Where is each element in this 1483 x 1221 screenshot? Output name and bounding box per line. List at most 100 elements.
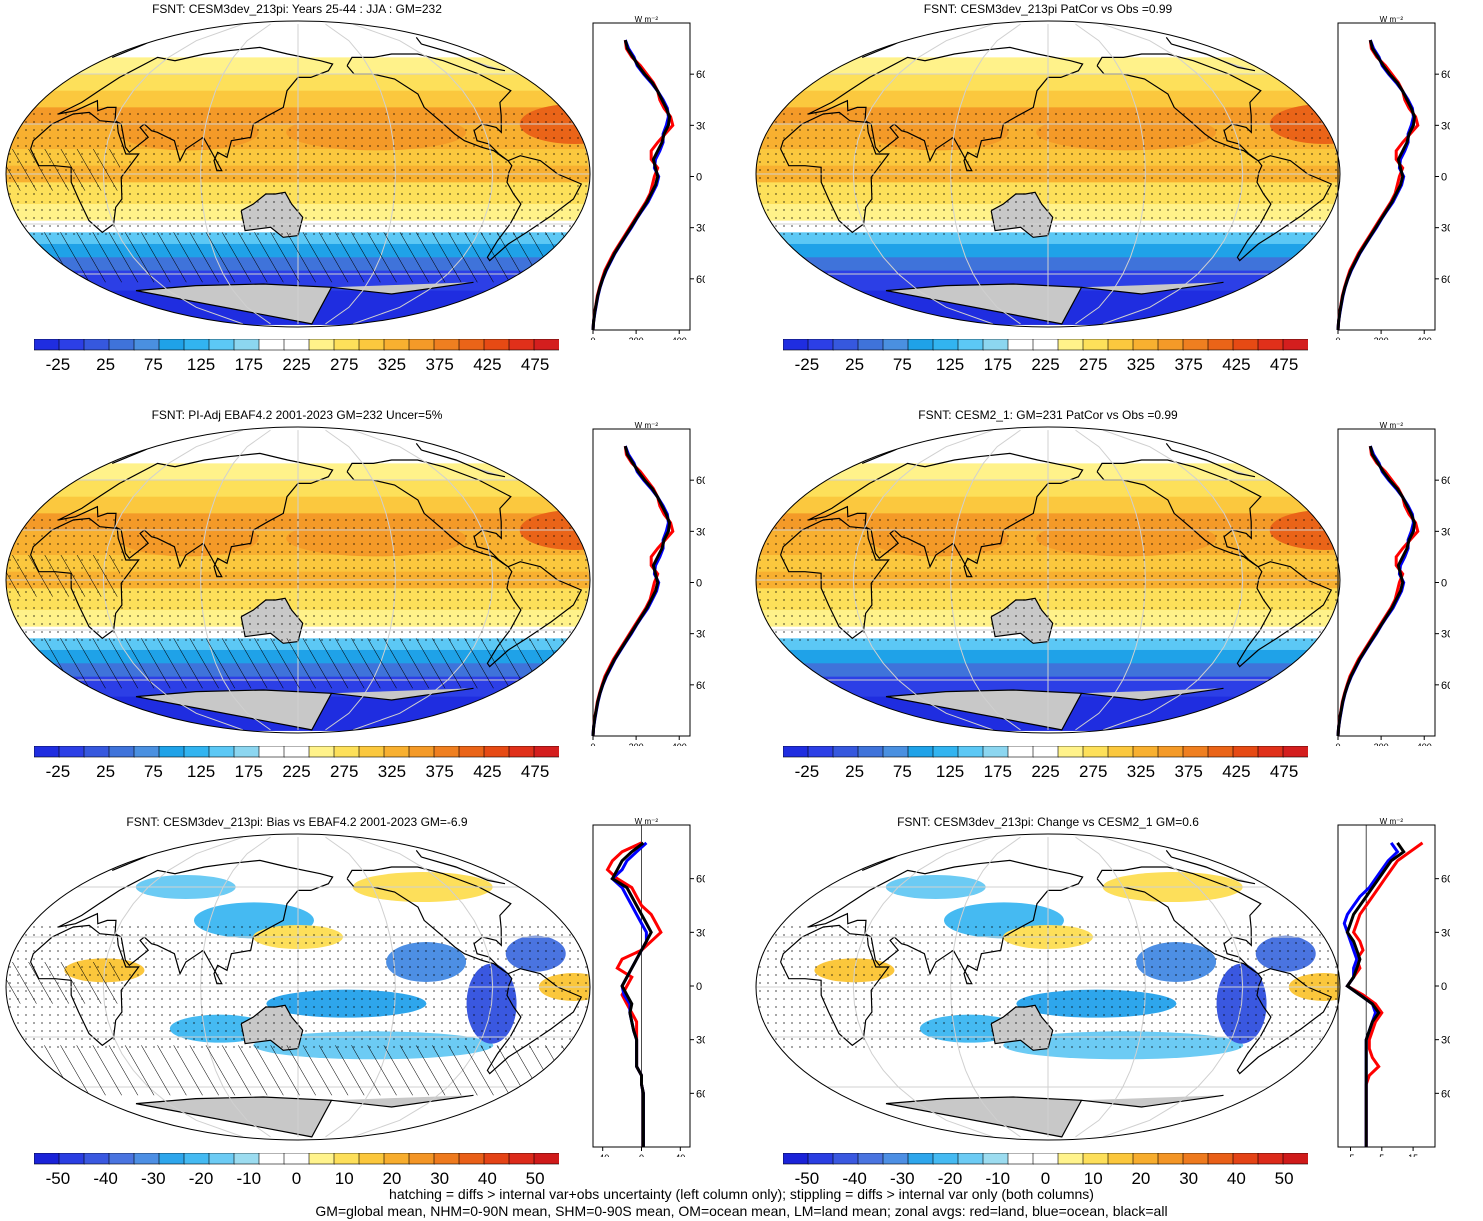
map-border: [755, 20, 1341, 328]
zonal-line-land: [1336, 445, 1420, 737]
colorbar-swatch-6: [183, 1153, 210, 1165]
colorbar-tick-label: 425: [1222, 355, 1251, 374]
panel-bottom-right: FSNT: CESM3dev_213pi: Change vs CESM2_1 …: [745, 812, 1483, 1188]
colorbar-tick-label: 275: [1079, 762, 1108, 781]
colorbar-swatch-3: [108, 1153, 135, 1165]
map-border: [755, 833, 1341, 1141]
map-border: [755, 426, 1341, 734]
colorbar-tick-label: 75: [143, 355, 163, 374]
colorbar-swatch-18: [483, 746, 510, 758]
zonal-ytick-label: 60N: [1441, 874, 1450, 886]
colorbar-tick-label: 175: [234, 762, 263, 781]
map-border: [5, 833, 591, 1141]
colorbar-swatch-18: [483, 339, 510, 351]
colorbar-swatch-17: [458, 339, 485, 351]
colorbar-middle-right: [783, 746, 1308, 758]
zonal-xtick-label: 0: [639, 1153, 644, 1157]
zonal-ytick-label: 30S: [696, 1035, 705, 1047]
colorbar-swatch-19: [508, 746, 535, 758]
colorbar-tick-label: 50: [1274, 1169, 1294, 1188]
zonal-line-all: [591, 445, 672, 737]
colorbar-middle-left: [34, 746, 559, 758]
colorbar-tick-label: 425: [473, 762, 502, 781]
colorbar-tick-label: 475: [520, 762, 550, 781]
colorbar-swatch-19: [1257, 1153, 1284, 1165]
colorbar-swatch-10: [283, 746, 310, 758]
zonal-ytick-label: 60S: [696, 680, 705, 692]
colorbar-tick-label: -20: [937, 1169, 963, 1188]
zonal-avg-top-left: 0 200 400 60N 30N 0 30S 60S W m⁻²: [590, 15, 705, 340]
zonal-xtick-label: -40: [596, 1153, 609, 1157]
panel-title: FSNT: PI-Adj EBAF4.2 2001-2023 GM=232 Un…: [151, 408, 443, 422]
colorbar-swatch-2: [832, 1153, 859, 1165]
zonal-line-all: [591, 39, 672, 331]
colorbar-swatch-5: [907, 746, 934, 758]
colorbar-swatch-20: [1282, 1153, 1308, 1165]
colorbar-swatch-11: [308, 1153, 335, 1165]
colorbar-swatch-10: [1032, 1153, 1059, 1165]
colorbar-tick-label: 225: [1031, 355, 1060, 374]
zonal-line-ocean: [1336, 39, 1415, 331]
colorbar-tick-label: -25: [794, 355, 820, 374]
zonal-ytick-label: 60S: [696, 1088, 705, 1100]
zonal-avg-bottom-right: -5 5 15 60N 30N 0 30S 60S W m⁻²: [1337, 817, 1450, 1157]
stippling: [756, 920, 1340, 1054]
colorbar-tick-label: 125: [186, 762, 216, 781]
colorbar-swatch-1: [807, 1153, 834, 1165]
colorbar-swatch-2: [832, 746, 859, 758]
colorbar-swatch-4: [882, 1153, 909, 1165]
colorbar-swatch-14: [383, 339, 410, 351]
colorbar-tick-label: 325: [1126, 762, 1156, 781]
colorbar-swatch-15: [1157, 339, 1184, 351]
zonal-ytick-label: 0: [696, 981, 702, 993]
colorbar-swatch-8: [982, 746, 1009, 758]
colorbar-swatch-17: [1207, 339, 1234, 351]
zonal-unit-label: W m⁻²: [1380, 817, 1404, 826]
colorbar-swatch-16: [433, 1153, 460, 1165]
colorbar-swatch-8: [233, 339, 260, 351]
colorbar-swatch-12: [1082, 746, 1109, 758]
zonal-line-all: [610, 841, 653, 1147]
zonal-xtick-label: 15: [1408, 1153, 1418, 1157]
map-top-left: [5, 20, 591, 328]
zonal-avg-bottom-left: -40 0 40 60N 30N 0 30S 60S W m⁻²: [592, 817, 705, 1157]
colorbar-swatch-13: [358, 746, 385, 758]
colorbar-tick-label: 175: [234, 355, 263, 374]
colorbar-swatch-5: [907, 1153, 934, 1165]
zonal-line-ocean: [591, 39, 670, 331]
zonal-ytick-label: 30S: [696, 223, 705, 235]
footnote-line-2: GM=global mean, NHM=0-90N mean, SHM=0-90…: [315, 1203, 1168, 1219]
colorbar-tick-label: 10: [1083, 1169, 1103, 1188]
colorbar-swatch-5: [907, 339, 934, 351]
panel-bottom-left: FSNT: CESM3dev_213pi: Bias vs EBAF4.2 20…: [0, 812, 705, 1188]
colorbar-tick-label: 40: [1226, 1169, 1246, 1188]
colorbar-tick-label: -25: [794, 762, 820, 781]
colorbar-swatch-7: [208, 339, 235, 351]
zonal-xtick-label: 0: [1335, 336, 1340, 340]
colorbar-tick-label: 75: [892, 355, 912, 374]
colorbar-swatch-6: [932, 339, 959, 351]
colorbar-swatch-17: [458, 1153, 485, 1165]
colorbar-swatch-14: [1132, 746, 1159, 758]
colorbar-swatch-19: [1257, 339, 1284, 351]
zonal-unit-label: W m⁻²: [635, 15, 659, 24]
colorbar-tick-label: 275: [1079, 355, 1108, 374]
colorbar-bottom-left: [34, 1153, 559, 1165]
colorbar-swatch-7: [208, 1153, 235, 1165]
colorbar-tick-label: 75: [892, 762, 912, 781]
map-border: [5, 20, 591, 328]
continent-antarctica: [885, 281, 1224, 325]
continent-antarctica: [885, 1094, 1224, 1138]
colorbar-tick-label: -50: [794, 1169, 820, 1188]
zonal-avg-top-right: 0 200 400 60N 30N 0 30S 60S W m⁻²: [1335, 15, 1450, 340]
zonal-ytick-label: 60N: [1441, 69, 1450, 81]
zonal-line-land: [605, 841, 663, 1147]
stippling: [756, 107, 1340, 241]
colorbar-tick-label: 325: [377, 355, 407, 374]
colorbar-swatch-1: [807, 746, 834, 758]
zonal-ytick-label: 30N: [1441, 526, 1450, 538]
colorbar-swatch-10: [1032, 746, 1059, 758]
zonal-ytick-label: 60N: [1441, 475, 1450, 487]
colorbar-swatch-3: [857, 1153, 884, 1165]
colorbar-tick-label: 475: [1269, 355, 1299, 374]
